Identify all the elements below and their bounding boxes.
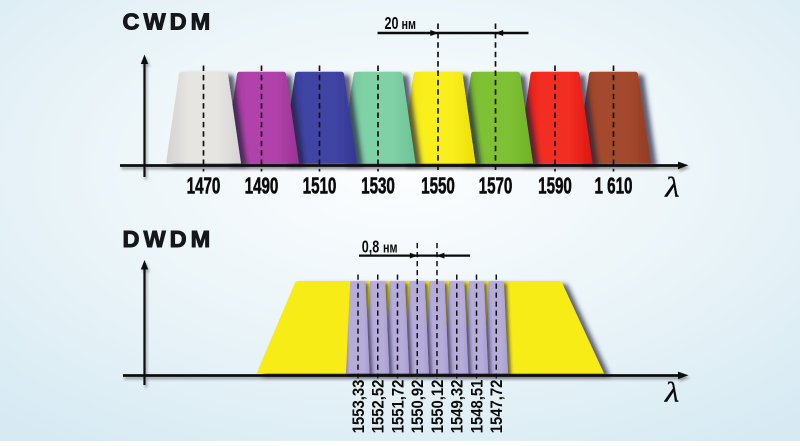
svg-text:1547,72: 1547,72 — [488, 379, 506, 433]
svg-text:1490: 1490 — [245, 173, 279, 199]
svg-text:1551,72: 1551,72 — [390, 379, 408, 433]
svg-text:1550,12: 1550,12 — [429, 379, 447, 433]
svg-text:1553,33: 1553,33 — [350, 379, 368, 433]
svg-text:1570: 1570 — [479, 173, 513, 199]
svg-text:нм: нм — [383, 239, 397, 256]
svg-text:1 610: 1 610 — [595, 173, 633, 199]
svg-text:1470: 1470 — [187, 173, 221, 199]
svg-text:1550,92: 1550,92 — [409, 379, 427, 433]
svg-text:нм: нм — [402, 15, 416, 32]
svg-text:1550: 1550 — [421, 173, 455, 199]
svg-text:1510: 1510 — [303, 173, 337, 199]
svg-text:1549,32: 1549,32 — [449, 379, 467, 433]
svg-text:DWDM: DWDM — [123, 226, 215, 252]
svg-text:λ: λ — [664, 376, 679, 407]
svg-text:CWDM: CWDM — [123, 9, 215, 35]
svg-text:20: 20 — [385, 14, 399, 34]
svg-text:0,8: 0,8 — [362, 237, 380, 257]
svg-text:1552,52: 1552,52 — [370, 379, 388, 433]
svg-text:1590: 1590 — [538, 173, 572, 199]
svg-text:λ: λ — [664, 170, 679, 203]
svg-text:1530: 1530 — [361, 173, 395, 199]
svg-text:1548,51: 1548,51 — [469, 379, 487, 433]
